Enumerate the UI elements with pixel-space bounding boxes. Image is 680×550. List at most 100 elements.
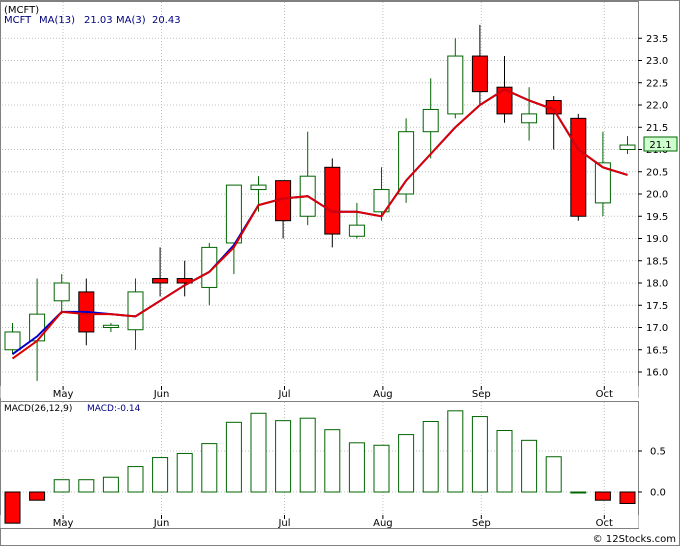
price-y-tick-label: 22.5 (646, 78, 668, 89)
macd-x-tick-label: Sep (472, 518, 491, 529)
price-y-tick-label: 17.5 (646, 301, 668, 312)
macd-x-tick-label: Jul (277, 518, 290, 529)
price-x-tick-label: May (53, 389, 74, 400)
candle-down (152, 278, 169, 284)
macd-bar-positive (348, 442, 365, 493)
macd-y-tick-label: 0.5 (650, 447, 666, 458)
macd-bar-positive (176, 452, 193, 493)
moving-average-lines (11, 88, 628, 360)
watermark: © 12Stocks.com (593, 534, 676, 545)
candle-down (324, 166, 341, 235)
candle-up (225, 184, 242, 244)
macd-bar-positive (373, 444, 390, 493)
macd-x-ticks: May Jun Jul Aug Sep Oct (53, 515, 613, 529)
price-y-tick-label: 21.5 (646, 123, 668, 134)
candle-up (53, 282, 70, 302)
macd-y-ticks: 0.0 0.5 (638, 447, 666, 499)
macd-bar-positive (201, 443, 218, 493)
price-x-tick-label: Aug (373, 389, 393, 400)
price-tag-box (643, 136, 678, 152)
candle-up (4, 331, 21, 351)
candle-down (471, 55, 488, 93)
macd-bar-positive (570, 491, 587, 494)
macd-panel-axis-band (0, 515, 639, 528)
macd-y-tick-label: 0.0 (650, 488, 666, 499)
price-y-tick-label: 22.0 (646, 101, 668, 112)
price-y-tick-label: 18.5 (646, 256, 668, 267)
header-symbol: (MCFT) (4, 5, 39, 16)
macd-x-tick-label: Aug (373, 518, 393, 529)
candle-up (102, 324, 119, 328)
price-y-tick-label: 17.0 (646, 323, 668, 334)
macd-bar-negative (29, 491, 46, 501)
price-panel-axis-band (0, 386, 639, 398)
macd-bar-positive (447, 410, 464, 493)
macd-x-tick-label: Oct (596, 518, 613, 529)
candle-up (619, 144, 636, 151)
macd-bar-positive (53, 479, 70, 493)
macd-bar-positive (521, 439, 538, 493)
macd-bar-negative (4, 491, 21, 524)
macd-bar-negative (619, 491, 636, 504)
price-x-tick-label: Sep (472, 389, 491, 400)
macd-bar-positive (496, 430, 513, 493)
price-y-tick-label: 18.0 (646, 279, 668, 290)
macd-bar-negative (594, 491, 611, 501)
macd-bar-positive (545, 456, 562, 493)
macd-panel-frame (0, 401, 639, 529)
price-y-tick-label: 20.0 (646, 190, 668, 201)
macd-x-tick-label: May (53, 518, 74, 529)
price-y-tick-label: 19.5 (646, 212, 668, 223)
header-mcft-tag: MCFT (4, 15, 32, 26)
candle-down (570, 117, 587, 217)
header-ma3-label: MA(3) (116, 15, 146, 26)
macd-bar-positive (398, 434, 415, 493)
price-panel-frame (0, 1, 639, 398)
header-ma13-value: 21.03 (84, 15, 113, 26)
candle-up (422, 108, 439, 133)
candle-up (594, 162, 611, 204)
candle-up (201, 246, 218, 288)
macd-bar-positive (225, 421, 242, 493)
price-y-tick-label: 16.5 (646, 345, 668, 356)
price-y-tick-label: 23.5 (646, 34, 668, 45)
macd-bars (4, 410, 636, 524)
candle-up (250, 184, 267, 191)
macd-bar-positive (127, 466, 144, 493)
header-ma3-value: 20.43 (152, 15, 181, 26)
macd-bar-positive (299, 417, 316, 493)
macd-x-tick-label: Jun (153, 518, 170, 529)
candle-down (496, 86, 513, 115)
macd-bar-positive (78, 479, 95, 493)
candle-up (373, 189, 390, 213)
price-x-ticks: May Jun Jul Aug Sep Oct (53, 386, 613, 400)
candle-up (521, 113, 538, 124)
macd-bar-positive (102, 476, 119, 493)
candles (4, 24, 636, 381)
macd-bar-positive (422, 420, 439, 493)
candle-up (398, 131, 415, 195)
macd-bar-positive (152, 457, 169, 493)
price-x-tick-label: Oct (596, 389, 613, 400)
price-y-ticks: 16.0 16.5 17.0 17.5 18.0 18.5 19.0 19.5 20.0 20.5… (638, 34, 668, 379)
price-y-tick-label: 20.5 (646, 167, 668, 178)
candle-up (348, 224, 365, 237)
candle-up (447, 55, 464, 115)
macd-bar-positive (250, 412, 267, 493)
price-x-tick-label: Jul (277, 389, 290, 400)
macd-bar-positive (471, 416, 488, 493)
price-y-tick-label: 16.0 (646, 368, 668, 379)
macd-bar-positive (324, 429, 341, 493)
price-y-tick-label: 23.0 (646, 56, 668, 67)
header-ma13-label: MA(13) (39, 15, 75, 26)
macd-header-value: MACD:-0.14 (87, 404, 141, 414)
price-x-tick-label: Jun (153, 389, 170, 400)
ma3-line (11, 88, 628, 360)
macd-header-label: MACD(26,12,9) (4, 404, 72, 414)
price-y-tick-label: 19.0 (646, 234, 668, 245)
macd-bar-positive (275, 420, 292, 493)
price-tag-value: 21.1 (649, 140, 671, 151)
candle-up (127, 291, 144, 331)
